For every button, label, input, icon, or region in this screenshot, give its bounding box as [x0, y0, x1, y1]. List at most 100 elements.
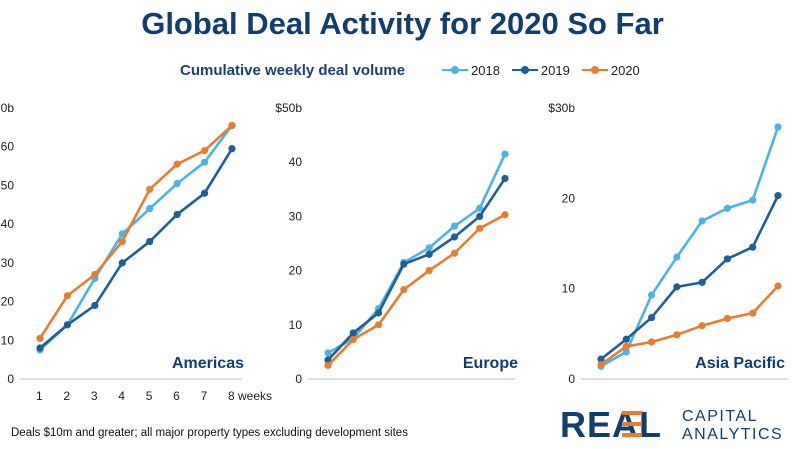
- y-tick-label: 20: [289, 264, 303, 278]
- data-point-2019: [597, 355, 605, 363]
- data-point-2020: [622, 342, 630, 351]
- legend-item-2019: 2019: [511, 62, 570, 78]
- data-point-2020: [228, 121, 236, 130]
- series-line-2019: [39, 147, 234, 350]
- data-point-2019: [173, 210, 181, 219]
- data-point-2018: [450, 222, 459, 230]
- data-point-2020: [647, 338, 656, 346]
- data-point-2020: [774, 282, 782, 290]
- data-point-2020: [476, 224, 484, 232]
- y-tick-label: 40: [289, 155, 303, 169]
- y-tick-label: 0: [295, 372, 302, 386]
- series-line-2020: [327, 213, 506, 367]
- data-point-2020: [501, 211, 509, 219]
- data-point-2019: [118, 259, 126, 267]
- chart-europe: 0 10 20 30 40 $50b Europe: [275, 101, 518, 386]
- data-point-2018: [723, 204, 732, 212]
- data-point-2020: [400, 285, 408, 294]
- data-point-2018: [774, 123, 782, 131]
- data-point-2019: [622, 335, 630, 343]
- y-tick-label: $30b: [548, 101, 575, 115]
- chart-americas: 0 10 20 30 40 50 60 $70b 1 2 3 4 5 6 7 8 weeks Americas: [0, 101, 272, 403]
- y-tick-label: $50b: [275, 101, 302, 115]
- series-line-2019: [600, 195, 780, 361]
- series-line-2018: [327, 153, 507, 355]
- data-point-2018: [501, 150, 509, 158]
- data-point-2019: [400, 260, 408, 268]
- region-label-americas: Americas: [172, 355, 244, 372]
- logo-real-text: REAL: [560, 405, 662, 441]
- data-point-2018: [200, 158, 209, 166]
- chart-asia-pacific: 0 10 20 $30b Asia Pacific: [548, 101, 788, 386]
- y-tick-label: 20: [1, 295, 15, 309]
- data-point-2019: [774, 192, 782, 200]
- data-point-2018: [146, 205, 154, 213]
- data-point-2019: [349, 329, 357, 337]
- data-point-2020: [36, 334, 44, 342]
- y-tick-label: 20: [562, 191, 576, 205]
- data-point-2018: [749, 196, 757, 204]
- legend-swatch-2020: [581, 66, 608, 74]
- data-point-2020: [173, 160, 181, 168]
- data-point-2018: [698, 217, 706, 225]
- series-line-2019: [327, 177, 507, 361]
- data-point-2020: [450, 249, 459, 257]
- x-tick-label: 1: [36, 389, 43, 403]
- data-point-2019: [91, 301, 99, 310]
- logo-analytics-text: ANALYTICS: [682, 426, 783, 441]
- legend-item-2018: 2018: [442, 63, 500, 78]
- x-tick-label: 3: [91, 389, 98, 403]
- data-point-2020: [597, 360, 605, 369]
- legend: 2018 2019 2020: [442, 60, 640, 80]
- y-tick-label: 30: [289, 209, 303, 223]
- data-point-2018: [622, 348, 630, 356]
- data-point-2020: [374, 321, 383, 329]
- legend-swatch-2018: [442, 66, 468, 74]
- data-point-2020: [118, 237, 126, 246]
- data-point-2019: [63, 321, 72, 329]
- chart-panel-europe: 0 10 20 30 40 $50b Europe: [273, 96, 531, 406]
- data-point-2020: [723, 314, 732, 323]
- x-tick-label: 7: [201, 389, 208, 403]
- logo-mark: REAL CAPITAL ANALYTICS: [560, 404, 783, 445]
- region-label-asia-pacific: Asia Pacific: [695, 355, 785, 372]
- data-point-2020: [749, 309, 757, 317]
- data-point-2020: [349, 335, 357, 344]
- y-tick-label: 10: [562, 282, 576, 296]
- data-point-2019: [647, 313, 656, 322]
- series-line-2018: [600, 126, 780, 368]
- y-tick-label: 0: [7, 372, 14, 386]
- logo-accent-bar-bottom: [622, 433, 642, 437]
- footnote: Deals $10m and greater; all major proper…: [11, 427, 408, 439]
- logo-accent-bar-top: [622, 411, 642, 415]
- x-tick-label: 8 weeks: [228, 389, 272, 403]
- data-point-2018: [425, 244, 433, 252]
- region-label-europe: Europe: [463, 355, 518, 372]
- data-point-2018: [647, 291, 656, 299]
- data-point-2020: [63, 292, 72, 300]
- legend-label-2019: 2019: [540, 62, 570, 78]
- data-point-2019: [698, 278, 706, 286]
- data-point-2019: [146, 237, 154, 246]
- y-tick-label: 10: [1, 333, 15, 347]
- data-point-2018: [324, 349, 332, 357]
- legend-swatch-2019: [511, 66, 538, 74]
- real-capital-analytics-logo: REAL CAPITAL ANALYTICS: [560, 404, 800, 446]
- data-point-2019: [501, 174, 509, 183]
- data-point-2019: [450, 233, 459, 241]
- data-point-2018: [673, 253, 681, 261]
- data-point-2019: [723, 255, 732, 263]
- chart-title: Global Deal Activity for 2020 So Far: [141, 6, 664, 41]
- legend-label-2018: 2018: [471, 62, 500, 78]
- data-point-2019: [425, 250, 433, 258]
- y-tick-label: 0: [568, 372, 575, 386]
- data-point-2020: [200, 146, 209, 155]
- x-tick-label: 6: [173, 389, 180, 403]
- y-tick-label: 10: [289, 318, 303, 332]
- data-point-2019: [476, 212, 484, 220]
- data-point-2018: [476, 204, 484, 212]
- data-point-2018: [173, 179, 181, 188]
- logo-accent-bar-mid: [622, 422, 642, 426]
- data-point-2019: [673, 283, 681, 291]
- data-point-2019: [36, 344, 44, 352]
